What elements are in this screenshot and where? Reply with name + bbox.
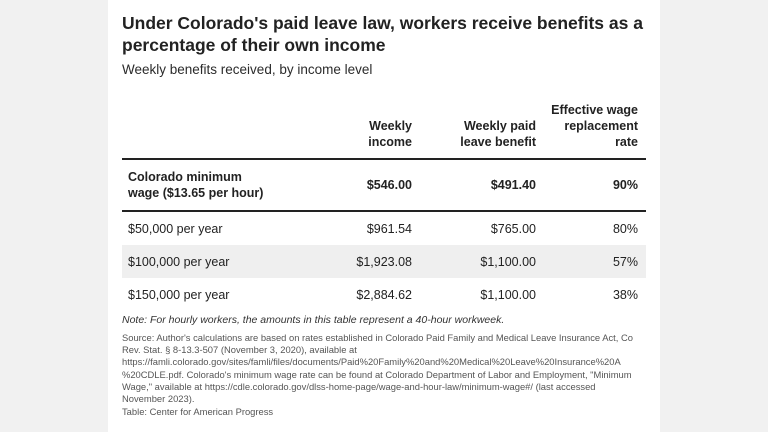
source-text: Source: Author's calculations are based … bbox=[122, 332, 633, 405]
cell-weekly-benefit: $1,100.00 bbox=[420, 245, 544, 278]
header-label bbox=[122, 100, 306, 159]
benefits-table: Weekly income Weekly paid leave benefit … bbox=[122, 100, 646, 311]
cell-weekly-income: $2,884.62 bbox=[356, 287, 412, 302]
cell-weekly-income: $546.00 bbox=[366, 178, 412, 192]
cell-replacement-rate: 80% bbox=[612, 221, 638, 236]
header-weekly-income: Weekly income bbox=[368, 119, 412, 149]
cell-weekly-benefit: $491.40 bbox=[490, 178, 536, 192]
cell-replacement-rate: 38% bbox=[612, 287, 638, 302]
table-card: Under Colorado's paid leave law, workers… bbox=[108, 0, 660, 432]
cell-weekly-income: $961.54 bbox=[366, 221, 412, 236]
cell-weekly-benefit: $765.00 bbox=[490, 221, 536, 236]
table-row: $50,000 per year $961.54 $765.00 80% bbox=[122, 211, 646, 245]
table-credit: Table: Center for American Progress bbox=[122, 406, 274, 417]
row-label: $150,000 per year bbox=[128, 287, 230, 302]
cell-replacement-rate: 90% bbox=[612, 178, 638, 192]
header-row: Weekly income Weekly paid leave benefit … bbox=[122, 100, 646, 159]
cell-weekly-benefit: $1,100.00 bbox=[480, 287, 536, 302]
table-row: $150,000 per year $2,884.62 $1,100.00 38… bbox=[122, 278, 646, 311]
row-label: $100,000 per year bbox=[122, 245, 306, 278]
row-label: Colorado minimum wage ($13.65 per hour) bbox=[128, 170, 264, 200]
cell-replacement-rate: 57% bbox=[544, 245, 646, 278]
table-row: Colorado minimum wage ($13.65 per hour) … bbox=[122, 159, 646, 211]
left-blurred-margin bbox=[0, 0, 108, 432]
cell-weekly-income: $1,923.08 bbox=[306, 245, 420, 278]
table-row: $100,000 per year $1,923.08 $1,100.00 57… bbox=[122, 245, 646, 278]
header-weekly-benefit: Weekly paid leave benefit bbox=[460, 119, 536, 149]
chart-subtitle: Weekly benefits received, by income leve… bbox=[122, 62, 373, 77]
chart-title: Under Colorado's paid leave law, workers… bbox=[122, 13, 643, 55]
header-replacement-rate: Effective wage replacement rate bbox=[551, 103, 638, 149]
row-label: $50,000 per year bbox=[128, 221, 223, 236]
right-blurred-margin bbox=[660, 0, 768, 432]
table-note: Note: For hourly workers, the amounts in… bbox=[122, 314, 505, 326]
